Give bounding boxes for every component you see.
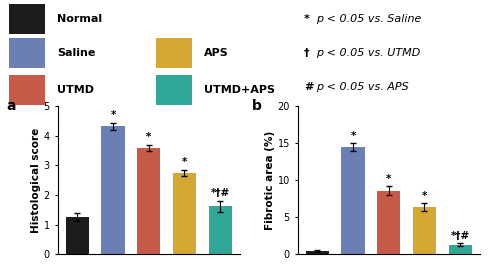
Bar (9, 4, 45, 34)
Text: UTMD: UTMD (57, 85, 94, 95)
Text: *: * (110, 110, 116, 120)
Bar (66, 217, 89, 254)
Bar (156, 38, 192, 68)
Text: *: * (304, 14, 310, 24)
Text: †: † (304, 48, 310, 58)
Text: *: * (350, 130, 356, 140)
Text: b: b (252, 99, 262, 113)
Text: Normal: Normal (57, 14, 102, 24)
Bar (413, 207, 436, 254)
Y-axis label: Fibrotic area (%): Fibrotic area (%) (264, 131, 274, 230)
Bar (377, 191, 400, 254)
Text: *: * (182, 157, 187, 167)
Text: p < 0.05 vs. Saline: p < 0.05 vs. Saline (316, 14, 422, 24)
Bar (9, 75, 45, 105)
Bar (208, 206, 232, 254)
Text: *: * (146, 132, 152, 142)
Text: a: a (6, 99, 16, 113)
Text: p < 0.05 vs. APS: p < 0.05 vs. APS (316, 82, 409, 92)
Bar (137, 148, 160, 254)
Bar (448, 245, 471, 254)
Text: Saline: Saline (57, 48, 96, 58)
Text: #: # (304, 82, 314, 92)
Text: p < 0.05 vs. UTMD: p < 0.05 vs. UTMD (316, 48, 420, 58)
Text: APS: APS (204, 48, 229, 58)
Y-axis label: Histological score: Histological score (31, 127, 41, 233)
Bar (173, 173, 196, 254)
Text: *: * (422, 191, 427, 201)
Bar (102, 126, 124, 254)
Text: *†#: *†# (450, 231, 469, 241)
Text: UTMD+APS: UTMD+APS (204, 85, 275, 95)
Bar (156, 75, 192, 105)
Bar (342, 147, 364, 254)
Text: *†#: *†# (210, 188, 230, 198)
Bar (9, 38, 45, 68)
Bar (306, 251, 329, 254)
Text: *: * (386, 174, 392, 184)
